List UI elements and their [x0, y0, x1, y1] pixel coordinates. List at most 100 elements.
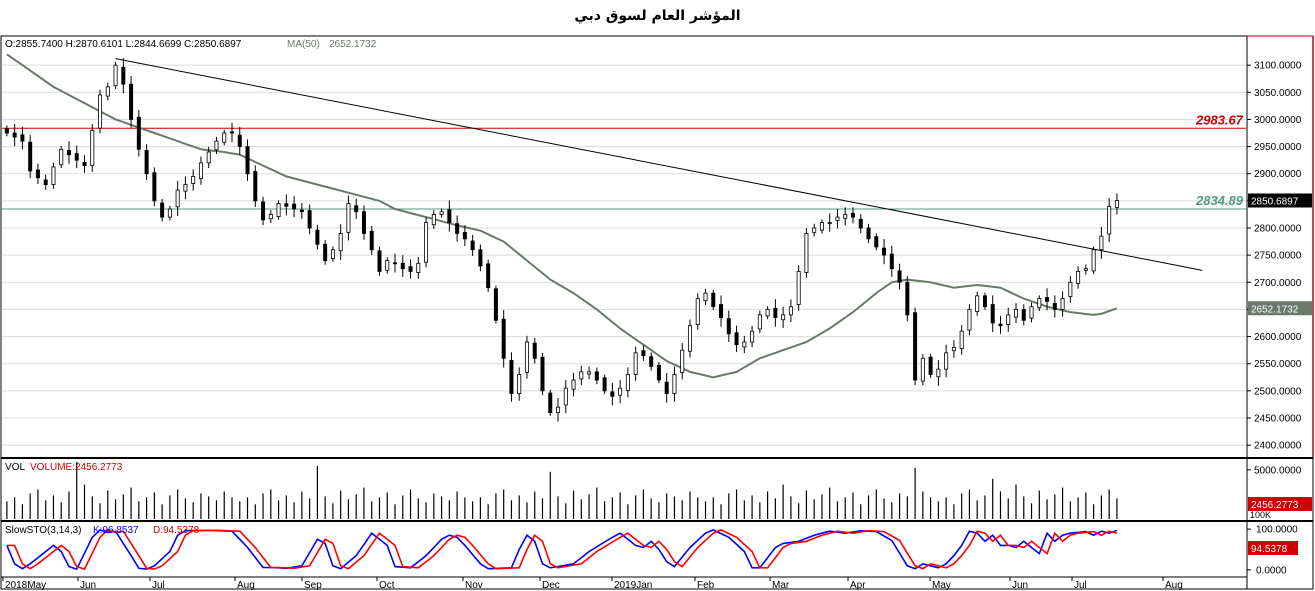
candle-body — [1068, 281, 1073, 297]
candle-body — [4, 128, 9, 134]
candle-body — [524, 341, 529, 373]
x-month-label: Mar — [772, 580, 790, 591]
candle-body — [920, 357, 925, 382]
candle-body — [850, 212, 855, 218]
volume-value-label: VOLUME:2456.2773 — [30, 462, 123, 473]
volume-bottom-label: 100K — [1250, 510, 1271, 520]
candle-body — [261, 201, 266, 221]
candle-body — [43, 179, 48, 185]
price-tick-label: 2900.0000 — [1254, 169, 1302, 180]
candle-body — [835, 216, 840, 221]
candle-body — [152, 172, 157, 202]
x-month-label: 2018May — [5, 580, 46, 591]
chart-title: المؤشر العام لسوق دبي — [574, 8, 741, 24]
candle-body — [936, 368, 941, 378]
sto-panel-label: SlowSTO(3,14,3) — [5, 525, 82, 536]
candle-body — [369, 230, 374, 251]
candle-body — [858, 218, 863, 229]
x-month-label: Jul — [152, 580, 165, 591]
price-tick-label: 3100.0000 — [1254, 61, 1302, 72]
candle-body — [796, 271, 801, 305]
candle-body — [1045, 297, 1050, 302]
x-month-label: Dec — [542, 580, 560, 591]
candle-body — [20, 134, 25, 142]
candle-body — [330, 249, 335, 259]
candle-body — [28, 141, 33, 172]
candle-body — [113, 64, 118, 87]
candle-body — [812, 227, 817, 233]
candle-body — [610, 391, 615, 397]
candle-body — [517, 374, 522, 394]
candle-body — [1060, 298, 1065, 310]
candle-body — [827, 222, 832, 224]
candle-body — [385, 260, 390, 271]
candle-body — [695, 298, 700, 326]
x-month-label: Oct — [379, 580, 395, 591]
candle-body — [951, 347, 956, 352]
sto-d-label: D:94.5378 — [153, 525, 200, 536]
sto-tick-label: 100.0000 — [1256, 525, 1298, 536]
price-tick-label: 2800.0000 — [1254, 224, 1302, 235]
sto-d-line — [6, 528, 1118, 571]
candle-body — [579, 371, 584, 380]
price-tick-label: 2550.0000 — [1254, 359, 1302, 370]
sto-k-label: K:96.8537 — [93, 525, 139, 536]
candle-body — [431, 214, 436, 226]
sto-value-tag-label: 94.5378 — [1251, 544, 1288, 555]
candle-body — [897, 270, 902, 283]
candle-body — [408, 266, 413, 272]
candle-body — [913, 312, 918, 381]
candle-body — [959, 330, 964, 349]
candle-body — [509, 360, 514, 394]
candle-body — [493, 288, 498, 321]
trendline — [115, 58, 1203, 271]
ma-price-tag-label: 2652.1732 — [1251, 304, 1299, 315]
candle-body — [719, 304, 724, 318]
candle-body — [361, 211, 366, 234]
candle-body — [1037, 298, 1042, 309]
candle-body — [656, 364, 661, 381]
ma-price-tag — [1248, 301, 1312, 316]
candle-body — [571, 379, 576, 390]
ma-label: MA(50) — [287, 39, 320, 50]
candle-body — [734, 332, 739, 346]
candle-body — [237, 134, 242, 147]
candle-body — [1107, 205, 1112, 235]
candle-body — [711, 292, 716, 308]
candle-body — [338, 233, 343, 252]
candle-body — [253, 171, 258, 202]
candle-body — [548, 392, 553, 413]
price-tick-label: 2750.0000 — [1254, 251, 1302, 262]
candle-body — [59, 148, 64, 166]
candle-body — [144, 149, 149, 175]
candle-body — [315, 229, 320, 245]
candle-body — [1052, 303, 1057, 310]
candle-body — [967, 309, 972, 331]
candle-body — [1014, 309, 1019, 318]
candle-body — [649, 356, 654, 367]
candle-body — [1091, 249, 1096, 272]
candle-body — [323, 243, 328, 261]
candle-body — [975, 295, 980, 313]
candle-body — [35, 169, 40, 179]
candle-body — [160, 202, 165, 218]
candle-body — [587, 371, 592, 375]
candle-body — [788, 306, 793, 316]
candle-body — [804, 233, 809, 273]
candle-body — [377, 250, 382, 272]
price-tick-label: 2400.0000 — [1254, 441, 1302, 452]
candle-body — [1006, 314, 1011, 326]
candle-body — [726, 318, 731, 335]
candle-body — [602, 377, 607, 392]
candle-body — [191, 176, 196, 184]
candle-body — [1029, 306, 1034, 319]
candle-body — [354, 205, 359, 213]
candle-body — [478, 249, 483, 267]
candle-body — [276, 203, 281, 217]
candle-body — [998, 323, 1003, 327]
x-month-label: Feb — [697, 580, 715, 591]
sto-value-tag — [1248, 541, 1298, 555]
candle-body — [346, 203, 351, 233]
candle-body — [90, 129, 95, 166]
